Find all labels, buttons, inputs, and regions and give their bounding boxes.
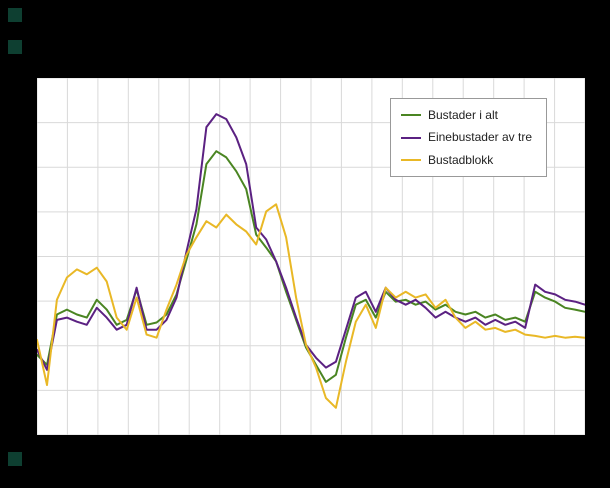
legend-label: Bustader i alt [427,108,498,122]
legend-item-bustadblokk[interactable]: Bustadblokk [400,152,532,167]
legend-item-bustader-i-alt[interactable]: Bustader i alt [400,108,532,122]
legend-label: Bustadblokk [427,152,494,167]
legend-line-swatch-purple [400,136,421,139]
legend: Bustader i alt Einebustader av tre Busta… [389,98,547,178]
legend-item-einebustader-av-tre[interactable]: Einebustader av tre [400,130,532,145]
legend-line-swatch-yellow [400,158,421,161]
legend-label: Einebustader av tre [427,130,532,145]
legend-line-swatch-green [400,114,421,117]
plot-area: Bustader i alt Einebustader av tre Busta… [37,78,585,435]
corner-mark-top-2 [8,40,22,54]
corner-mark-bottom [8,452,22,466]
corner-mark-top-1 [8,8,22,22]
